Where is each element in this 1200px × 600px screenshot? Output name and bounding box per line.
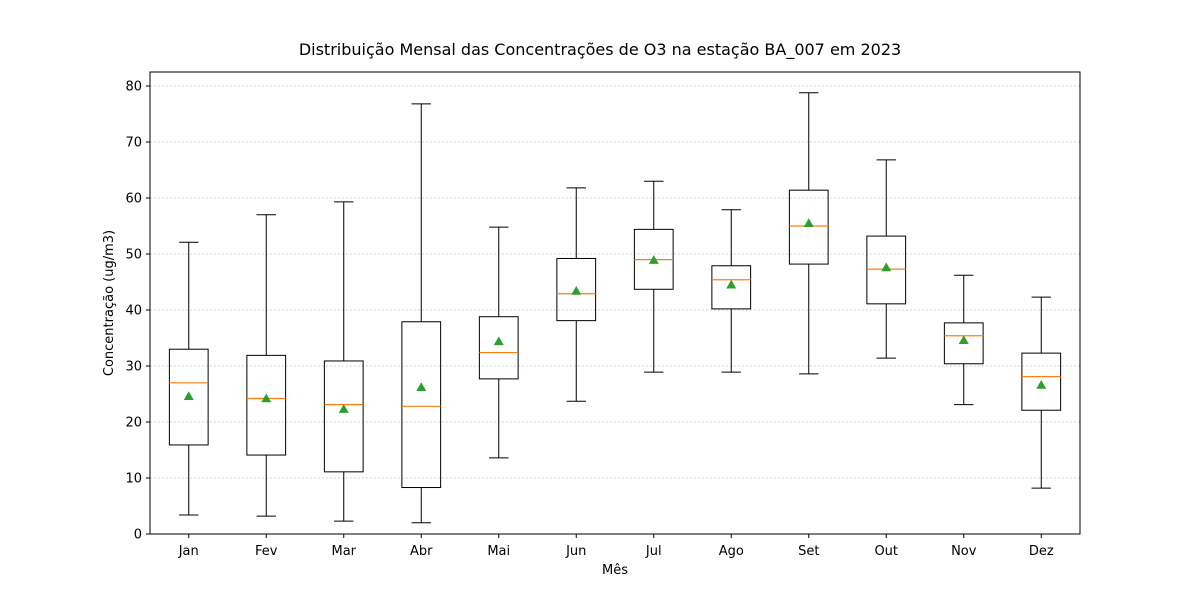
mean-marker	[648, 255, 659, 264]
mean-marker	[261, 393, 272, 403]
iqr-box	[478, 316, 519, 380]
x-tick-label: Jun	[565, 544, 586, 559]
mean-marker	[338, 404, 349, 413]
box-jan	[168, 241, 209, 516]
box-dez	[1021, 296, 1062, 489]
mean-marker	[1036, 380, 1047, 389]
box-jun	[556, 187, 597, 402]
mean-marker	[958, 335, 969, 344]
y-tick-label: 40	[125, 304, 142, 319]
x-tick-label: Nov	[951, 544, 977, 559]
x-tick-label: Jan	[178, 544, 199, 559]
y-tick-label: 70	[125, 136, 142, 151]
y-tick-label: 10	[125, 472, 142, 487]
x-axis-label: Mês	[602, 563, 628, 578]
y-tick-label: 60	[125, 192, 142, 207]
y-axis: 0 10 20 30 40 50 60 70 80	[125, 80, 150, 543]
box-mai	[478, 226, 519, 459]
box-abr	[401, 103, 442, 524]
boxes-layer	[168, 92, 1062, 524]
y-tick-label: 0	[134, 528, 142, 543]
y-tick-label: 20	[125, 416, 142, 431]
chart-title: Distribuição Mensal das Concentrações de…	[299, 40, 901, 60]
box-out	[866, 159, 907, 359]
iqr-box	[556, 257, 597, 322]
iqr-box	[401, 321, 442, 489]
mean-marker	[183, 391, 194, 400]
mean-marker	[803, 218, 814, 227]
x-tick-label: Mai	[487, 544, 510, 559]
iqr-box	[711, 265, 752, 310]
x-tick-label: Dez	[1029, 544, 1054, 559]
y-axis-label: Concentração (ug/m3)	[102, 230, 117, 376]
box-jul	[633, 180, 674, 373]
mean-marker	[726, 279, 737, 289]
box-mar	[323, 201, 364, 522]
iqr-box	[788, 189, 829, 265]
iqr-box	[866, 235, 907, 305]
iqr-box	[168, 348, 209, 446]
x-tick-label: Fev	[255, 544, 278, 559]
grid-layer	[150, 85, 1080, 535]
iqr-box	[323, 360, 364, 473]
x-axis: Jan Fev Mar Abr Mai Jun Jul Ago Set Out Nov Dez	[178, 534, 1054, 559]
mean-marker	[493, 336, 504, 346]
mean-marker	[571, 285, 582, 295]
box-ago	[711, 209, 752, 373]
x-tick-label: Mar	[331, 544, 356, 559]
mean-marker	[416, 382, 427, 392]
plot-area-frame	[149, 71, 1081, 535]
y-tick-label: 80	[125, 80, 142, 95]
x-tick-label: Abr	[410, 544, 433, 559]
y-tick-label: 30	[125, 360, 142, 375]
box-fev	[246, 214, 287, 517]
y-tick-label: 50	[125, 248, 142, 263]
x-tick-label: Out	[874, 544, 898, 559]
iqr-box	[1021, 352, 1062, 411]
x-tick-label: Ago	[719, 544, 744, 559]
iqr-box	[246, 354, 287, 456]
iqr-box	[943, 322, 984, 365]
box-nov	[943, 274, 984, 406]
box-set	[788, 92, 829, 375]
x-tick-label: Set	[798, 544, 819, 559]
x-tick-label: Jul	[645, 544, 662, 559]
mean-marker	[881, 262, 892, 272]
